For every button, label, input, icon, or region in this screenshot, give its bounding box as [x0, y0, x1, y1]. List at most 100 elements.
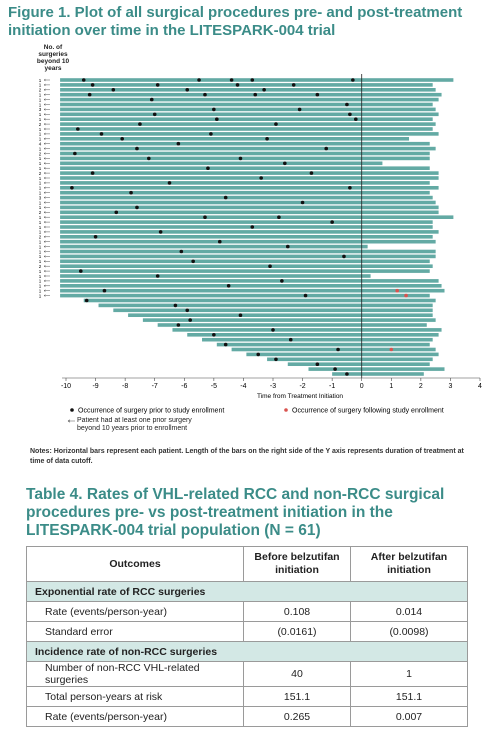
- pre-surgery-dot: [185, 88, 190, 92]
- legend-label-box: Patient had at least one prior surgery b…: [77, 417, 192, 432]
- row-label: 2: [39, 88, 42, 93]
- patient-bar: [60, 230, 439, 234]
- pre-surgery-dot: [253, 92, 258, 97]
- prior-arrow: [43, 157, 50, 160]
- patient-bar: [60, 274, 371, 278]
- patient-bar: [60, 200, 436, 205]
- prior-arrow: [43, 274, 50, 278]
- x-tick-label: 0: [360, 383, 364, 390]
- row-label: 4: [39, 142, 42, 147]
- pre-surgery-dot: [345, 102, 349, 107]
- row-label: 1: [39, 176, 42, 181]
- row-label: 1: [39, 215, 42, 220]
- prior-arrow: [43, 113, 50, 116]
- prior-arrow: [43, 215, 50, 219]
- x-tick-label: -3: [270, 383, 276, 390]
- prior-arrow: [43, 176, 50, 180]
- row-label: 1: [39, 83, 42, 88]
- patient-bar: [60, 205, 439, 210]
- row-label: 1: [39, 191, 42, 196]
- pre-surgery-dot: [300, 200, 305, 205]
- row-label: 1: [39, 127, 42, 132]
- pre-surgery-dot: [90, 83, 95, 87]
- prior-arrow: [43, 142, 50, 145]
- row-label: 1: [39, 112, 42, 117]
- prior-arrow: [43, 201, 50, 204]
- table-cell: After belzutifan initiation: [350, 546, 468, 582]
- prior-arrow: [43, 235, 50, 239]
- patient-bar: [332, 372, 424, 376]
- pre-surgery-dot: [291, 83, 296, 87]
- prior-arrow: [43, 137, 50, 141]
- prior-arrow: [43, 103, 50, 106]
- table-row: Rate (events/person-year) 0.265 0.007: [26, 706, 468, 727]
- post-surgery-dot: [404, 293, 408, 298]
- pre-surgery-dot: [238, 313, 243, 318]
- pre-surgery-dot: [315, 362, 320, 367]
- prior-arrow: [43, 245, 50, 248]
- pre-surgery-dot: [149, 97, 154, 102]
- row-label: 2: [39, 235, 42, 240]
- pre-surgery-dot: [288, 337, 293, 342]
- patient-bar: [60, 288, 445, 293]
- prior-arrow: [43, 108, 50, 111]
- patient-bar: [60, 146, 436, 151]
- table-cell: Rate (events/person-year): [26, 601, 244, 622]
- pre-surgery-dot: [280, 279, 284, 283]
- pre-surgery-dot: [229, 78, 234, 82]
- pre-surgery-dot: [351, 78, 355, 82]
- prior-arrow: [43, 83, 50, 87]
- patient-bar: [231, 347, 436, 352]
- row-label: 1: [39, 78, 42, 83]
- prior-arrow: [43, 220, 50, 224]
- pre-surgery-dot: [129, 190, 133, 195]
- table-cell: 0.265: [243, 706, 351, 727]
- patient-bar: [202, 337, 433, 342]
- pre-surgery-dot: [342, 254, 346, 259]
- row-label: 1: [39, 166, 42, 171]
- prior-arrow: [43, 240, 50, 243]
- prior-arrow: [43, 279, 50, 283]
- pre-surgery-dot: [152, 112, 157, 117]
- row-label: 3: [39, 107, 42, 112]
- pre-surgery-dot: [217, 239, 222, 244]
- prior-arrow: [43, 289, 50, 292]
- prior-arrow: [43, 230, 50, 234]
- prior-arrow: [43, 88, 50, 92]
- legend-marker: [70, 408, 74, 412]
- pre-surgery-dot: [203, 215, 207, 219]
- pre-surgery-dot: [93, 235, 98, 239]
- table-row: Exponential rate of RCC surgeries: [26, 581, 468, 602]
- pre-surgery-dot: [155, 274, 160, 278]
- table-row: Outcomes Before belzutifan initiation Afte…: [26, 546, 468, 582]
- pre-surgery-dot: [81, 78, 86, 82]
- pre-surgery-dot: [259, 176, 263, 180]
- legend-label: Patient had at least one prior surgery b…: [77, 417, 192, 432]
- row-label: 1: [39, 289, 42, 294]
- x-tick-label: -9: [92, 383, 98, 390]
- row-label: 1: [39, 117, 42, 122]
- table-row: Incidence rate of non-RCC surgeries: [26, 641, 468, 662]
- legend-marker: [284, 408, 288, 412]
- prior-arrow: [43, 225, 50, 229]
- pre-surgery-dot: [73, 151, 77, 156]
- row-label: 1: [39, 249, 42, 254]
- pre-surgery-dot: [274, 122, 278, 126]
- pre-surgery-dot: [99, 132, 104, 136]
- pre-surgery-dot: [173, 303, 178, 308]
- row-label: 1: [39, 279, 42, 284]
- patient-bar: [60, 88, 436, 92]
- prior-arrow: [43, 147, 50, 150]
- patient-bar: [60, 225, 433, 229]
- row-label: 1: [39, 181, 42, 186]
- pre-surgery-dot: [303, 293, 308, 298]
- prior-arrow: [43, 269, 50, 273]
- pre-surgery-dot: [70, 186, 74, 190]
- pre-surgery-dot: [238, 156, 243, 161]
- row-label: 1: [39, 220, 42, 225]
- patient-bar: [60, 161, 383, 166]
- row-label: 1: [39, 102, 42, 107]
- x-tick-label: -7: [152, 383, 158, 390]
- pre-surgery-dot: [277, 215, 281, 219]
- pre-surgery-dot: [135, 146, 139, 151]
